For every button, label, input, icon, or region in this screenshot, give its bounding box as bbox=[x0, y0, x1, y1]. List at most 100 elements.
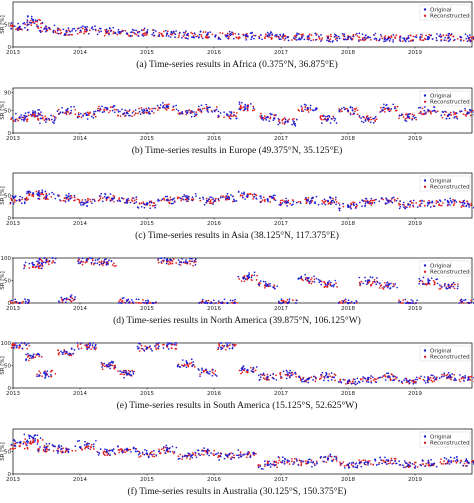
data-point-reconstructed bbox=[154, 347, 157, 349]
data-point-original bbox=[286, 120, 289, 123]
data-point-original bbox=[117, 111, 120, 113]
data-point-reconstructed bbox=[418, 112, 421, 115]
data-point-reconstructed bbox=[15, 28, 17, 31]
data-point-original bbox=[419, 279, 422, 282]
legend-label-reconstructed: Reconstructed bbox=[430, 100, 470, 106]
data-point-reconstructed bbox=[466, 461, 468, 464]
data-point-reconstructed bbox=[178, 196, 180, 199]
data-point-reconstructed bbox=[338, 300, 341, 303]
data-point-original bbox=[348, 35, 351, 38]
data-point-reconstructed bbox=[409, 34, 412, 36]
data-point-reconstructed bbox=[26, 446, 29, 449]
data-point-original bbox=[362, 200, 365, 202]
data-point-original bbox=[208, 106, 210, 109]
data-point-reconstructed bbox=[11, 25, 13, 28]
data-point-original bbox=[435, 37, 438, 39]
data-point-reconstructed bbox=[89, 198, 91, 201]
data-point-original bbox=[244, 106, 246, 109]
data-point-reconstructed bbox=[381, 376, 384, 379]
data-point-reconstructed bbox=[443, 460, 445, 462]
series-reconstructed bbox=[9, 257, 474, 305]
data-point-original bbox=[385, 372, 388, 375]
data-point-reconstructed bbox=[188, 260, 191, 262]
data-point-reconstructed bbox=[419, 203, 421, 206]
data-point-reconstructed bbox=[203, 453, 205, 456]
data-point-original bbox=[308, 202, 311, 205]
data-point-original bbox=[338, 37, 341, 40]
data-point-original bbox=[384, 40, 387, 42]
data-point-original bbox=[106, 107, 109, 110]
data-point-original bbox=[464, 377, 467, 379]
data-point-reconstructed bbox=[453, 113, 455, 116]
data-point-original bbox=[157, 198, 160, 201]
data-point-original bbox=[150, 348, 152, 350]
data-point-reconstructed bbox=[232, 115, 234, 117]
data-point-reconstructed bbox=[41, 259, 43, 262]
data-point-original bbox=[294, 371, 297, 374]
data-point-reconstructed bbox=[113, 265, 116, 267]
data-point-original bbox=[415, 36, 418, 39]
data-point-original bbox=[109, 364, 112, 367]
data-point-original bbox=[179, 366, 182, 368]
data-point-original bbox=[305, 379, 308, 381]
data-point-original bbox=[383, 286, 386, 288]
data-point-reconstructed bbox=[263, 286, 266, 289]
data-point-original bbox=[131, 31, 133, 33]
data-point-original bbox=[259, 373, 262, 376]
data-point-original bbox=[14, 120, 17, 122]
data-point-original bbox=[52, 29, 55, 32]
data-point-original bbox=[343, 38, 345, 41]
data-point-reconstructed bbox=[424, 204, 426, 207]
data-point-reconstructed bbox=[306, 109, 308, 111]
data-point-original bbox=[26, 15, 29, 18]
data-point-original bbox=[419, 35, 422, 38]
data-point-original bbox=[146, 301, 148, 304]
data-point-original bbox=[123, 369, 126, 372]
data-point-reconstructed bbox=[118, 451, 120, 454]
data-point-reconstructed bbox=[410, 202, 413, 204]
data-point-original bbox=[128, 373, 131, 376]
data-point-original bbox=[340, 107, 343, 110]
data-point-original bbox=[405, 379, 408, 382]
data-point-original bbox=[295, 36, 297, 39]
y-axis-label: SR [%] bbox=[0, 271, 6, 290]
data-point-original bbox=[412, 300, 414, 302]
data-point-original bbox=[165, 29, 167, 32]
data-point-original bbox=[73, 27, 76, 30]
data-point-original bbox=[411, 39, 414, 42]
data-point-original bbox=[329, 453, 332, 456]
data-point-reconstructed bbox=[100, 260, 103, 263]
data-point-reconstructed bbox=[452, 35, 455, 38]
data-point-original bbox=[121, 450, 124, 453]
data-point-original bbox=[136, 345, 139, 348]
data-point-reconstructed bbox=[95, 347, 98, 349]
data-point-original bbox=[373, 34, 375, 36]
data-point-original bbox=[48, 442, 51, 445]
data-point-reconstructed bbox=[54, 30, 57, 32]
data-point-original bbox=[343, 108, 346, 111]
data-point-original bbox=[121, 451, 124, 454]
data-point-reconstructed bbox=[263, 37, 266, 39]
data-point-original bbox=[229, 117, 232, 120]
data-point-reconstructed bbox=[239, 451, 242, 453]
data-point-original bbox=[140, 29, 143, 31]
data-point-original bbox=[167, 199, 170, 202]
x-tick-label: 2014 bbox=[73, 391, 87, 397]
data-point-reconstructed bbox=[313, 463, 316, 465]
data-point-reconstructed bbox=[169, 199, 172, 201]
data-point-original bbox=[187, 452, 190, 455]
data-point-reconstructed bbox=[432, 279, 435, 282]
data-point-original bbox=[171, 445, 174, 448]
data-point-reconstructed bbox=[159, 452, 161, 455]
data-point-original bbox=[315, 34, 318, 36]
data-point-reconstructed bbox=[421, 280, 424, 283]
data-point-reconstructed bbox=[161, 34, 163, 37]
data-point-original bbox=[399, 464, 402, 466]
data-point-original bbox=[113, 452, 116, 455]
data-point-original bbox=[408, 381, 411, 384]
data-point-original bbox=[314, 107, 317, 110]
data-point-reconstructed bbox=[67, 34, 69, 36]
data-point-reconstructed bbox=[93, 198, 95, 201]
data-point-reconstructed bbox=[330, 455, 333, 458]
data-point-reconstructed bbox=[275, 35, 278, 38]
